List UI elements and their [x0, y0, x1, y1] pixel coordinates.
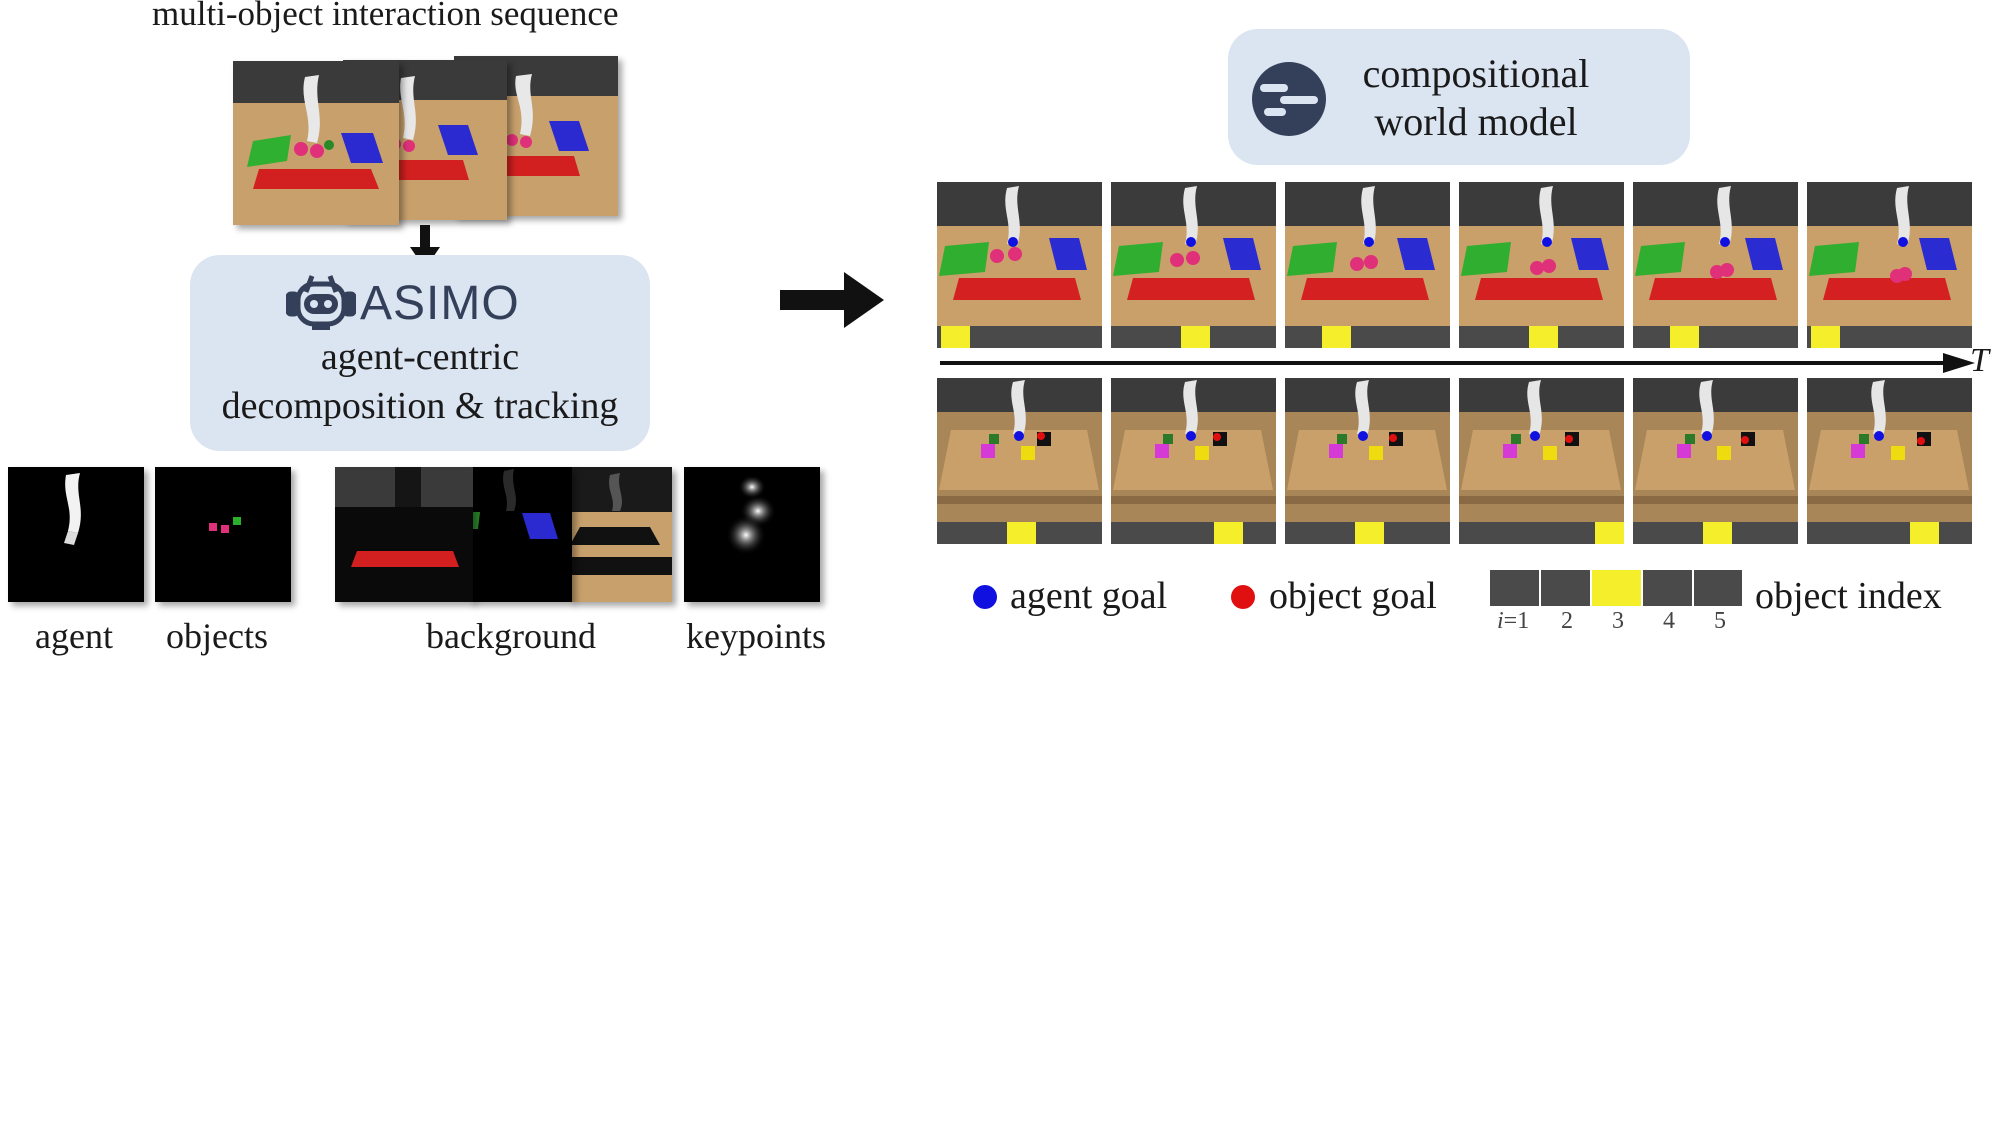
background-frame-1 — [335, 467, 473, 602]
method-name: ASIMO — [360, 277, 520, 330]
top-rollout-frame-3 — [1285, 182, 1450, 348]
index-eq: =1 — [1503, 608, 1530, 634]
top-rollout-index-highlight-6 — [1811, 326, 1840, 348]
top-rollout-frame-2 — [1111, 182, 1276, 348]
bottom-rollout-frame-6 — [1807, 378, 1972, 544]
bottom-rollout-index-highlight-2 — [1214, 522, 1243, 544]
bottom-rollout-index-highlight-3 — [1355, 522, 1384, 544]
keypoints-map — [684, 467, 820, 602]
bottom-rollout-frame-3 — [1285, 378, 1450, 544]
object-index-legend-bar — [1490, 570, 1742, 606]
objects-mask — [155, 467, 291, 602]
input-frame-1 — [233, 61, 399, 225]
right-arrow — [780, 272, 884, 328]
index-cell-3 — [1592, 570, 1641, 606]
top-rollout-index-bar-2 — [1111, 326, 1276, 348]
bottom-rollout-index-bar-6 — [1807, 522, 1972, 544]
label-objects: objects — [166, 616, 268, 656]
agent-goal-dot — [973, 585, 997, 609]
bottom-rollout-index-bar-3 — [1285, 522, 1450, 544]
bottom-rollout-index-highlight-1 — [1007, 522, 1036, 544]
top-rollout-index-bar-4 — [1459, 326, 1624, 348]
background-frame-3 — [570, 467, 672, 602]
bottom-rollout-index-bar-4 — [1459, 522, 1624, 544]
bottom-rollout-frame-4 — [1459, 378, 1624, 544]
top-rollout-index-highlight-4 — [1529, 326, 1558, 348]
planet-icon — [1252, 62, 1326, 136]
bottom-rollout-index-highlight-6 — [1910, 522, 1939, 544]
model-line2: world model — [1374, 99, 1578, 144]
object-goal-dot — [1231, 585, 1255, 609]
top-rollout-index-bar-3 — [1285, 326, 1450, 348]
index-label-3: 3 — [1612, 608, 1624, 634]
bottom-rollout-frame-2 — [1111, 378, 1276, 544]
bottom-rollout-index-highlight-4 — [1595, 522, 1624, 544]
bottom-rollout-frame-5 — [1633, 378, 1798, 544]
method-desc-line1: agent-centric — [320, 336, 520, 378]
bottom-rollout-index-bar-5 — [1633, 522, 1798, 544]
top-rollout-index-highlight-1 — [941, 326, 970, 348]
top-rollout-row — [937, 182, 1977, 348]
bottom-rollout-index-highlight-5 — [1703, 522, 1732, 544]
index-label-2: 2 — [1561, 608, 1573, 634]
object-index-label: object index — [1755, 575, 1942, 617]
top-rollout-frame-1 — [937, 182, 1102, 348]
object-goal-label: object goal — [1269, 575, 1437, 617]
agent-mask — [8, 467, 144, 602]
asimo-panel — [190, 255, 650, 451]
index-label-4: 4 — [1663, 608, 1675, 634]
top-rollout-frame-5 — [1633, 182, 1798, 348]
label-keypoints: keypoints — [686, 616, 826, 656]
bottom-rollout-index-bar-1 — [937, 522, 1102, 544]
index-variable: i — [1497, 608, 1504, 634]
bottom-rollout-index-bar-2 — [1111, 522, 1276, 544]
top-rollout-index-highlight-2 — [1181, 326, 1210, 348]
robot-icon — [286, 275, 356, 330]
agent-goal-label: agent goal — [1010, 575, 1168, 617]
top-rollout-frame-4 — [1459, 182, 1624, 348]
index-label-1: i=1 — [1497, 608, 1529, 635]
index-cell-1 — [1490, 570, 1539, 606]
top-rollout-index-bar-6 — [1807, 326, 1972, 348]
bottom-rollout-row — [937, 378, 1977, 544]
bottom-rollout-frame-1 — [937, 378, 1102, 544]
index-cell-2 — [1541, 570, 1590, 606]
time-arrow — [940, 353, 1975, 373]
sequence-title: multi-object interaction sequence — [152, 0, 619, 33]
top-rollout-index-bar-1 — [937, 326, 1102, 348]
top-rollout-frame-6 — [1807, 182, 1972, 348]
index-label-5: 5 — [1714, 608, 1726, 634]
top-rollout-index-highlight-3 — [1322, 326, 1351, 348]
time-axis-label: T — [1970, 342, 1989, 379]
label-agent: agent — [35, 616, 113, 656]
index-cell-5 — [1694, 570, 1742, 606]
background-frame-2 — [470, 467, 572, 602]
label-background: background — [426, 616, 596, 656]
model-line1: compositional — [1362, 51, 1590, 96]
top-rollout-index-highlight-5 — [1670, 326, 1699, 348]
index-cell-4 — [1643, 570, 1692, 606]
method-desc-line2: decomposition & tracking — [221, 385, 619, 427]
top-rollout-index-bar-5 — [1633, 326, 1798, 348]
